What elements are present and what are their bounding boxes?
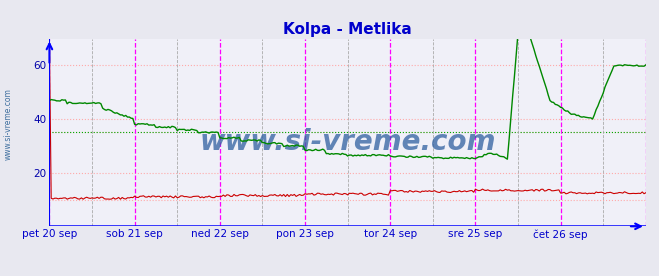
Title: Kolpa - Metlika: Kolpa - Metlika xyxy=(283,22,412,38)
Text: www.si-vreme.com: www.si-vreme.com xyxy=(3,88,13,160)
Text: www.si-vreme.com: www.si-vreme.com xyxy=(200,128,496,156)
